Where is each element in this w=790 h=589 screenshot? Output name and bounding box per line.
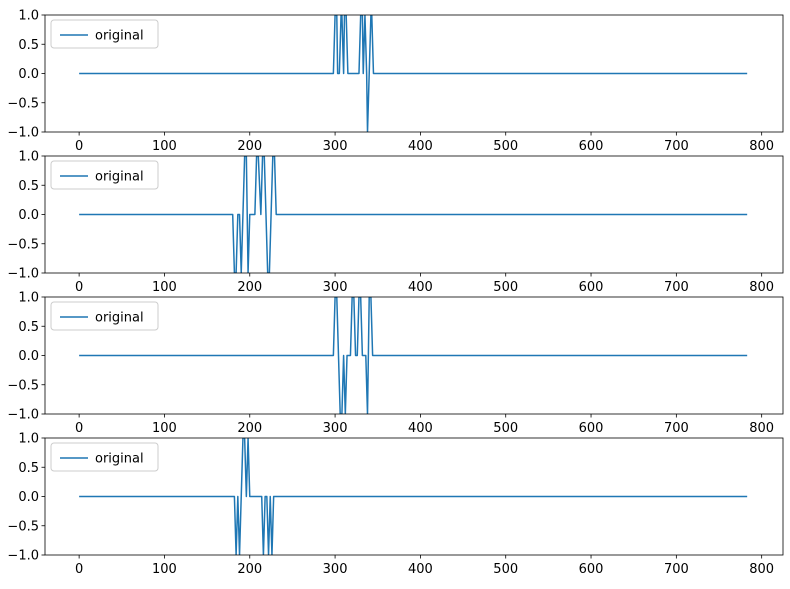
legend: original — [50, 301, 159, 331]
legend-label: original — [95, 170, 144, 185]
x-tick-label: 400 — [408, 562, 433, 577]
y-tick-label: 1.0 — [18, 291, 39, 306]
y-tick-label: −0.5 — [7, 519, 39, 534]
y-tick-label: 1.0 — [18, 150, 39, 165]
x-tick-label: 500 — [493, 280, 518, 295]
x-tick-label: 500 — [493, 421, 518, 436]
x-tick-label: 800 — [749, 421, 774, 436]
y-tick-label: 0.5 — [18, 179, 39, 194]
series-line-1 — [79, 15, 748, 132]
x-tick-label: 700 — [664, 280, 689, 295]
y-tick-label: 0.0 — [18, 349, 39, 364]
y-tick-label: 1.0 — [18, 432, 39, 447]
x-tick-label: 700 — [664, 421, 689, 436]
legend-label: original — [95, 29, 144, 44]
y-tick-label: −1.0 — [7, 267, 39, 282]
legend: original — [50, 442, 159, 472]
y-tick-label: −0.5 — [7, 237, 39, 252]
x-tick-label: 200 — [237, 280, 262, 295]
y-tick-label: 0.5 — [18, 461, 39, 476]
x-tick-label: 100 — [152, 280, 177, 295]
x-tick-label: 100 — [152, 562, 177, 577]
legend-box — [50, 19, 159, 49]
subplot-4: 0 100 200 300 400 500 600 700 800 −1.0 −0.5 0.0 0.5 1… — [7, 432, 784, 577]
x-tick-label: 600 — [579, 280, 604, 295]
x-tick-label: 600 — [579, 139, 604, 154]
series-line-1 — [79, 438, 748, 555]
y-tick-label: −1.0 — [7, 408, 39, 423]
x-tick-label: 700 — [664, 562, 689, 577]
x-tick-label: 200 — [237, 421, 262, 436]
x-tick-label: 300 — [323, 421, 348, 436]
legend: original — [50, 160, 159, 190]
legend-label: original — [95, 452, 144, 467]
y-tick-label: −1.0 — [7, 126, 39, 141]
x-tick-label: 600 — [579, 421, 604, 436]
legend: original — [50, 19, 159, 49]
x-tick-label: 500 — [493, 562, 518, 577]
y-tick-label: 0.5 — [18, 320, 39, 335]
x-tick-label: 400 — [408, 280, 433, 295]
x-tick-label: 500 — [493, 139, 518, 154]
series-line-1 — [79, 297, 748, 414]
x-tick-label: 200 — [237, 562, 262, 577]
y-tick-label: 1.0 — [18, 9, 39, 24]
subplot-1: 0 100 200 300 400 500 600 700 800 −1.0 −0.5 0.0 0.5 1… — [7, 9, 784, 154]
y-tick-label: −0.5 — [7, 96, 39, 111]
x-tick-label: 0 — [75, 421, 83, 436]
y-tick-label: 0.5 — [18, 38, 39, 53]
subplots: 0 100 200 300 400 500 600 700 800 −1.0 −0.5 0.0 0.5 1… — [7, 9, 784, 577]
x-tick-label: 0 — [75, 562, 83, 577]
x-tick-label: 300 — [323, 562, 348, 577]
legend-box — [50, 160, 159, 190]
x-tick-label: 800 — [749, 280, 774, 295]
legend-label: original — [95, 311, 144, 326]
x-tick-label: 700 — [664, 139, 689, 154]
subplot-2: 0 100 200 300 400 500 600 700 800 −1.0 −0.5 0.0 0.5 1… — [7, 150, 784, 295]
x-tick-label: 300 — [323, 139, 348, 154]
x-tick-label: 800 — [749, 139, 774, 154]
x-tick-label: 400 — [408, 421, 433, 436]
y-tick-label: −1.0 — [7, 549, 39, 564]
series-line-1 — [79, 156, 748, 273]
x-tick-label: 400 — [408, 139, 433, 154]
subplot-3: 0 100 200 300 400 500 600 700 800 −1.0 −0.5 0.0 0.5 1… — [7, 291, 784, 436]
y-tick-label: −0.5 — [7, 378, 39, 393]
x-tick-label: 100 — [152, 139, 177, 154]
legend-box — [50, 442, 159, 472]
x-tick-label: 200 — [237, 139, 262, 154]
x-tick-label: 0 — [75, 280, 83, 295]
legend-box — [50, 301, 159, 331]
y-tick-label: 0.0 — [18, 208, 39, 223]
y-tick-label: 0.0 — [18, 490, 39, 505]
x-tick-label: 600 — [579, 562, 604, 577]
y-tick-label: 0.0 — [18, 67, 39, 82]
x-tick-label: 100 — [152, 421, 177, 436]
x-tick-label: 300 — [323, 280, 348, 295]
x-tick-label: 800 — [749, 562, 774, 577]
x-tick-label: 0 — [75, 139, 83, 154]
